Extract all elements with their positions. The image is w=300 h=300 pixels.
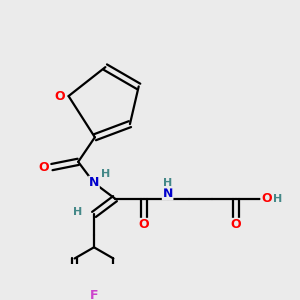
Text: O: O [139, 218, 149, 231]
Text: H: H [101, 169, 110, 179]
Text: H: H [73, 207, 82, 217]
Text: O: O [261, 192, 272, 205]
Text: O: O [39, 160, 49, 174]
Text: H: H [273, 194, 282, 204]
Text: O: O [55, 90, 65, 103]
Text: N: N [162, 187, 173, 200]
Text: N: N [89, 176, 99, 189]
Text: F: F [90, 290, 98, 300]
Text: H: H [163, 178, 172, 188]
Text: O: O [231, 218, 241, 231]
